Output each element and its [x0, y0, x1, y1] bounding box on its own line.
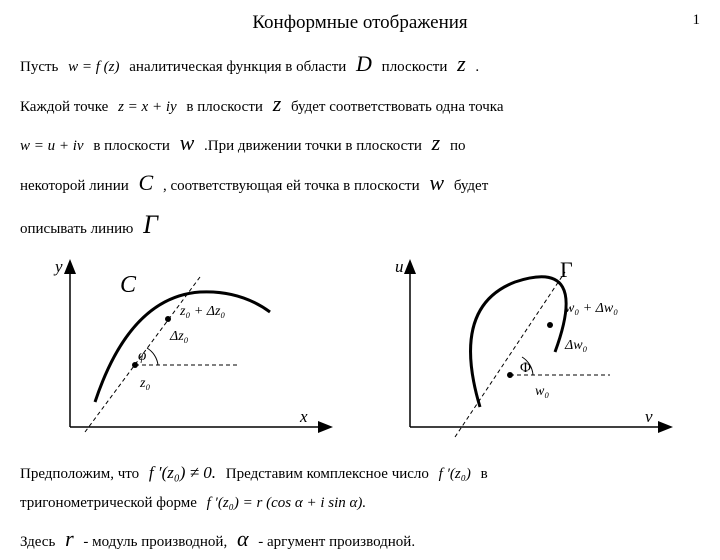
title-text: Конформные отображения — [252, 12, 467, 33]
math-z: z — [451, 51, 472, 76]
label-dw0: Δw₀ — [564, 338, 588, 353]
text: Пусть — [20, 59, 58, 75]
page-number: 1 — [693, 12, 701, 29]
y-axis-label: y — [53, 257, 63, 276]
label-z0dz: z₀ + Δz₀ — [179, 304, 225, 319]
text: Предположим, что — [20, 466, 139, 482]
u-axis-label: u — [395, 257, 404, 276]
point-w0dw — [547, 322, 553, 328]
text: описывать линию — [20, 221, 133, 237]
text: будет — [454, 178, 488, 194]
math-z: z — [426, 130, 447, 155]
label-Phi: Φ — [520, 360, 531, 376]
paragraph-1: Пусть w = f (z) аналитическая функция в … — [20, 44, 700, 249]
math-Gamma: Γ — [137, 210, 164, 239]
text: .При движении точки в плоскости — [204, 138, 422, 154]
label-dz0: Δz₀ — [169, 329, 189, 344]
label-z0: z₀ — [139, 376, 150, 391]
text: некоторой линии — [20, 178, 129, 194]
math-fprime-neq0: f ′(z₀) ≠ 0. — [143, 463, 222, 482]
text: в плоскости — [93, 138, 170, 154]
diagram-w-plane: u v Γ w₀ + Δw₀ Δw₀ Φ w₀ — [380, 257, 680, 447]
math-z: z — [267, 91, 288, 116]
curve-c-label: C — [120, 272, 137, 298]
math-fprime: f ′(z₀) — [433, 466, 477, 482]
text: Представим комплексное число — [226, 466, 429, 482]
math-C: C — [133, 170, 160, 195]
math-r: r — [59, 526, 80, 551]
math-wuv: w = u + iv — [20, 138, 90, 154]
text: плоскости — [382, 59, 448, 75]
point-z0dz — [165, 316, 171, 322]
math-w: w — [174, 130, 201, 155]
text: будет соответствовать одна точка — [291, 99, 503, 115]
math-zxy: z = x + iy — [112, 99, 183, 115]
v-axis-label: v — [645, 407, 653, 426]
math-w: w — [423, 170, 450, 195]
text: Каждой точке — [20, 99, 108, 115]
paragraph-2: Предположим, что f ′(z₀) ≠ 0. Представим… — [20, 457, 700, 560]
diagram-z-plane: y x C z₀ + Δz₀ Δz₀ φ z₀ — [40, 257, 340, 447]
math-alpha: α — [231, 526, 255, 551]
text: Здесь — [20, 534, 55, 550]
label-phi: φ — [138, 348, 146, 364]
text: по — [450, 138, 466, 154]
text: - аргумент производной. — [258, 534, 415, 550]
text: тригонометрической форме — [20, 495, 197, 511]
text: . — [475, 59, 479, 75]
math-trigform: f ′(z₀) = r (cos α + i sin α). — [201, 495, 372, 511]
label-w0: w₀ — [535, 384, 549, 399]
text: в — [481, 466, 488, 482]
x-axis-label: x — [299, 407, 308, 426]
math-D: D — [350, 51, 378, 76]
text: аналитическая функция в области — [129, 59, 346, 75]
label-w0dw: w₀ + Δw₀ — [565, 301, 618, 316]
diagrams-row: y x C z₀ + Δz₀ Δz₀ φ z₀ u v Γ — [20, 257, 700, 447]
text: в плоскости — [186, 99, 263, 115]
text: , соответствующая ей точка в плоскости — [163, 178, 420, 194]
math-wfz: w = f (z) — [62, 59, 125, 75]
angle-arc — [147, 348, 158, 365]
text: - модуль производной, — [83, 534, 227, 550]
page-title: Конформные отображения 1 — [20, 12, 700, 34]
curve-gamma-label: Γ — [560, 257, 573, 282]
